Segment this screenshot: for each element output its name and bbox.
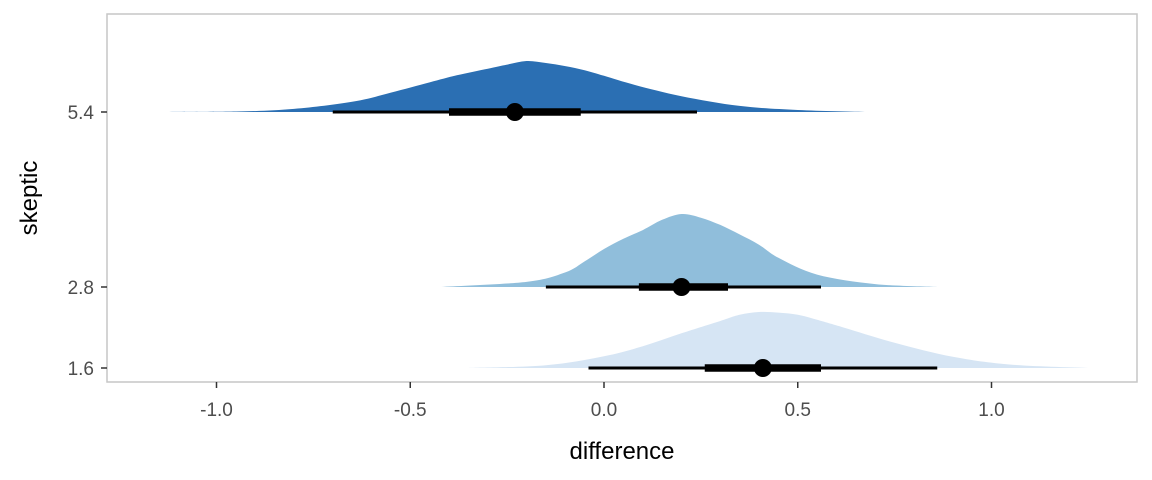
panel-background <box>107 14 1137 382</box>
y-axis: 1.6 2.8 5.4 <box>68 103 107 380</box>
x-tick-label: 1.0 <box>978 400 1004 421</box>
y-tick-label: 1.6 <box>68 359 94 380</box>
x-axis-title: difference <box>570 438 675 465</box>
x-tick-label: 0.0 <box>591 400 617 421</box>
y-tick-label: 2.8 <box>68 278 94 299</box>
x-tick-label: 0.5 <box>785 400 811 421</box>
density-1.6 <box>468 311 1089 368</box>
x-axis: -1.0 -0.5 0.0 0.5 1.0 <box>200 382 1005 421</box>
density-layer <box>146 60 1089 368</box>
median-point-1.6 <box>753 359 772 377</box>
median-point-5.4 <box>505 103 524 121</box>
interval-layer <box>332 103 938 377</box>
x-tick-label: -0.5 <box>394 400 427 421</box>
median-point-2.8 <box>672 278 691 296</box>
density-5.4 <box>146 60 868 112</box>
density-2.8 <box>441 213 938 287</box>
x-tick-label: -1.0 <box>200 400 233 421</box>
y-axis-title: skeptic <box>16 161 43 236</box>
panel-border <box>106 13 1138 383</box>
y-tick-label: 5.4 <box>68 103 95 124</box>
